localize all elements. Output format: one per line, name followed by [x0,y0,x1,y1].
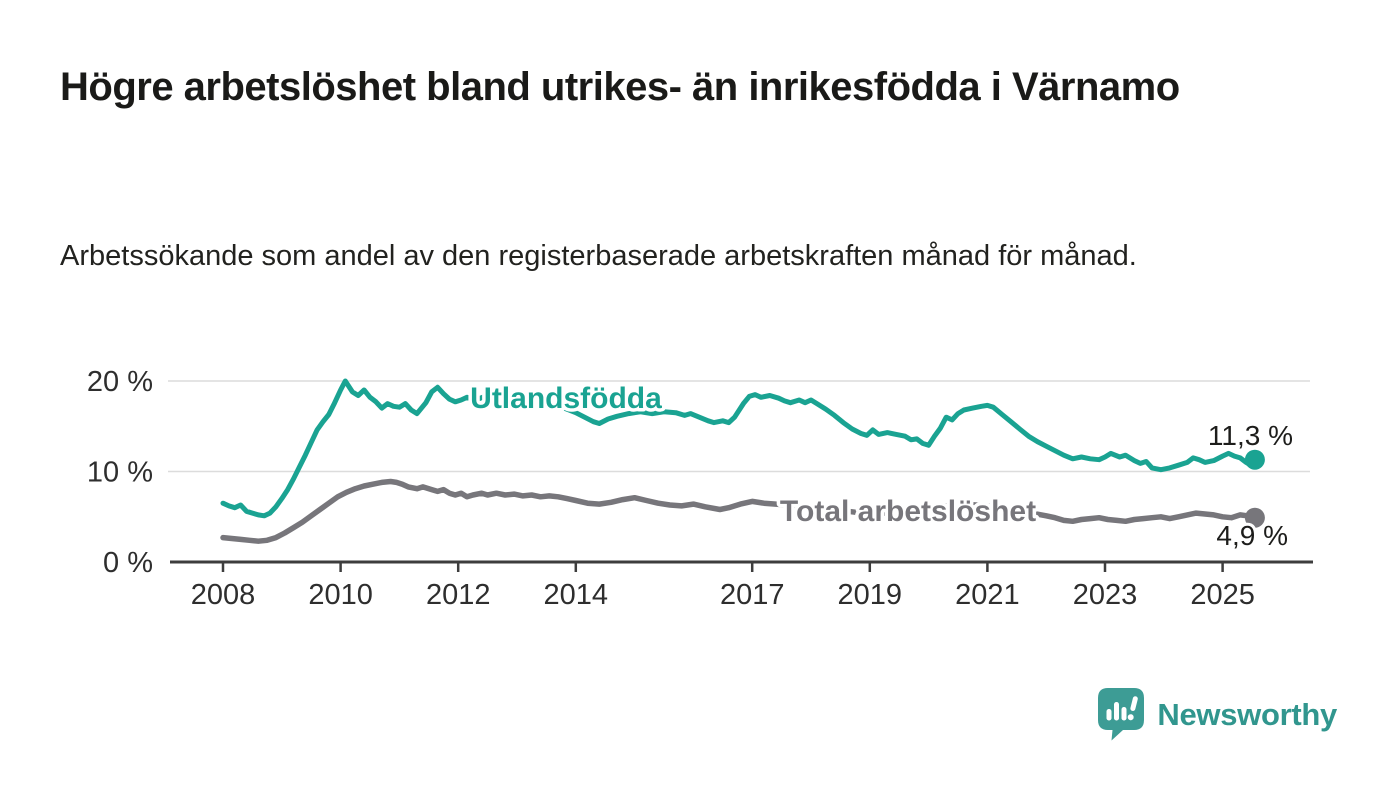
logo-bar-tall [1114,702,1120,721]
series-line-total [220,478,1258,544]
x-axis-tick-label: 2012 [426,579,491,611]
chart-labels-layer: Utlandsfödda Total arbetslöshet 11,3 % 4… [467,379,1296,555]
end-value-label-total-arbetsloshet: 4,9 % [1216,520,1288,551]
x-axis-tick-label: 2010 [308,579,373,611]
x-axis-tick-label: 2017 [720,579,785,611]
x-axis-tick-label: 2014 [544,579,609,611]
x-axis-tick-label: 2008 [191,579,256,611]
page-title: Högre arbetslöshet bland utrikes- än inr… [60,65,1180,109]
logo-exclamation [1128,696,1139,721]
logo-bar-short [1106,709,1112,721]
end-value-label-utlandsfodda: 11,3 % [1208,420,1293,451]
page-subtitle: Arbetssökande som andel av den registerb… [60,240,1137,272]
x-axis-tick-label: 2019 [838,579,903,611]
logo-bar-medium [1121,707,1127,721]
newsworthy-logo-icon [1098,688,1145,741]
x-axis-tick-label: 2025 [1190,579,1255,611]
chart-axis-layer: 0 % 10 % 20 % 2008 2010 2012 2014 2017 2019 2021 2… [87,366,1313,611]
x-axis-tick-label: 2023 [1073,579,1138,611]
y-axis-tick-label: 0 % [103,547,153,579]
y-axis-tick-label: 20 % [87,366,153,398]
chart-series-layer [220,378,1265,544]
series-label-utlandsfodda: Utlandsfödda [470,382,662,415]
newsworthy-logo-text: Newsworthy [1157,696,1337,732]
series-line-utlandsfodda [220,378,1258,519]
series-end-dot-utlandsfodda [1244,449,1265,470]
series-label-total-arbetsloshet: Total arbetslöshet [780,495,1036,528]
newsworthy-branding: Newsworthy [1098,688,1337,741]
series-end-dot-total [1244,507,1265,528]
x-axis-tick-label: 2021 [955,579,1020,611]
y-axis-tick-label: 10 % [87,457,153,489]
